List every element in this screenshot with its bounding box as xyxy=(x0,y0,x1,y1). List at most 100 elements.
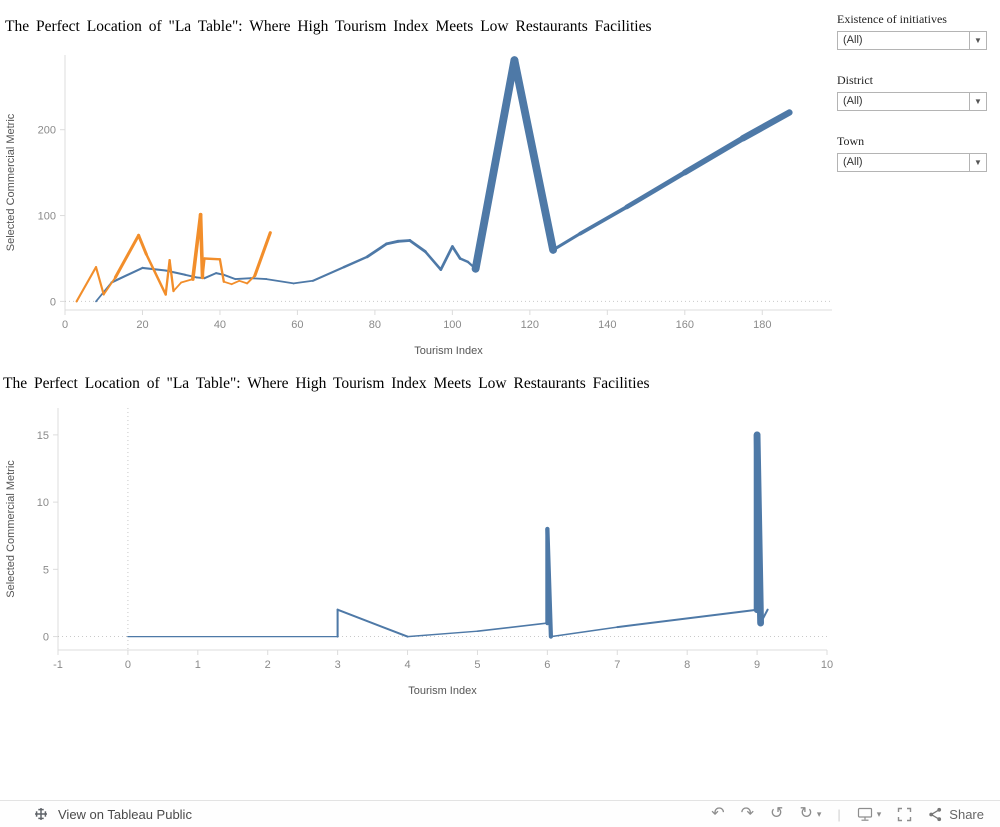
chart2-tourism-vs-metric[interactable]: -1 0 1 2 3 4 5 6 7 8 9 10 0 5 10 15 Tourism Index Selecte… xyxy=(0,398,840,708)
blue-line-segment[interactable] xyxy=(451,245,462,260)
blue-line-segment[interactable] xyxy=(336,608,409,638)
blue-line-segment[interactable] xyxy=(424,250,443,271)
x-tick-label: 8 xyxy=(684,659,690,671)
x-tick-label: 9 xyxy=(754,659,760,671)
existence-of-initiatives-dropdown[interactable]: (All) ▼ xyxy=(837,31,987,50)
filter-label: District xyxy=(837,73,873,87)
blue-line-segment[interactable] xyxy=(759,608,769,625)
blue-line-segment[interactable] xyxy=(439,245,454,271)
toolbar-logo-label: View on Tableau Public xyxy=(58,806,192,822)
orange-line-segment[interactable] xyxy=(137,233,148,256)
orange-line-segment[interactable] xyxy=(145,252,167,296)
y-axis-title: Selected Commercial Metric xyxy=(5,113,17,251)
orange-line-segment[interactable] xyxy=(198,212,205,280)
x-tick-label: 2 xyxy=(265,659,271,671)
blue-line-segment[interactable] xyxy=(624,170,688,210)
filter-town: Town (All) ▼ xyxy=(837,134,987,172)
x-tick-label: 160 xyxy=(676,319,694,331)
x-tick-label: 6 xyxy=(544,659,550,671)
tableau-toolbar: View on Tableau Public ↶ ↷ ↺ ↻ ▾ | ▾ xyxy=(0,800,1000,827)
blue-line-segment[interactable] xyxy=(578,205,629,236)
orange-line-segment[interactable] xyxy=(113,233,141,279)
y-tick-label: 5 xyxy=(43,564,49,576)
x-tick-label: 10 xyxy=(821,659,833,671)
blue-line-segment[interactable] xyxy=(408,239,427,254)
orange-line-segment[interactable] xyxy=(168,259,175,293)
refresh-icon[interactable]: ↻ xyxy=(799,805,813,822)
redo-icon[interactable]: ↷ xyxy=(740,805,755,822)
chevron-down-icon[interactable]: ▼ xyxy=(969,93,986,110)
orange-line-segment[interactable] xyxy=(246,274,256,285)
blue-line-segment[interactable] xyxy=(385,239,400,246)
town-dropdown[interactable]: (All) ▼ xyxy=(837,153,987,172)
blue-line-segment[interactable] xyxy=(311,266,345,282)
blue-line-segment[interactable] xyxy=(458,257,470,264)
blue-line-segment[interactable] xyxy=(234,277,252,281)
x-tick-label: 40 xyxy=(214,319,226,331)
x-tick-label: 80 xyxy=(369,319,381,331)
blue-line-segment[interactable] xyxy=(292,279,314,285)
blue-line-segment[interactable] xyxy=(406,630,479,638)
blue-line-segment[interactable] xyxy=(265,278,295,285)
blue-line-segment[interactable] xyxy=(739,109,793,142)
orange-line-segment[interactable] xyxy=(164,259,171,296)
undo-icon[interactable]: ↶ xyxy=(711,805,725,822)
x-tick-label: 20 xyxy=(136,319,148,331)
x-tick-label: 100 xyxy=(443,319,461,331)
orange-line-segment[interactable] xyxy=(230,279,241,286)
share-button[interactable]: Share xyxy=(928,807,984,822)
x-tick-label: 0 xyxy=(125,659,131,671)
revert-icon[interactable]: ↺ xyxy=(770,805,784,822)
blue-line-segment[interactable] xyxy=(222,273,237,281)
x-axis-title: Tourism Index xyxy=(414,345,483,357)
blue-line-segment[interactable] xyxy=(551,232,582,252)
orange-line-segment[interactable] xyxy=(238,279,248,285)
x-tick-label: 7 xyxy=(614,659,620,671)
blue-line-segment[interactable] xyxy=(510,56,558,254)
x-tick-label: -1 xyxy=(53,659,63,671)
x-tick-label: 120 xyxy=(521,319,539,331)
dropdown-value: (All) xyxy=(843,95,863,107)
orange-line-segment[interactable] xyxy=(222,280,233,286)
blue-line-segment[interactable] xyxy=(365,242,388,259)
y-tick-label: 15 xyxy=(37,430,49,442)
blue-line-segment[interactable] xyxy=(342,255,369,269)
refresh-caret-icon[interactable]: ▾ xyxy=(816,808,822,819)
orange-line-segment[interactable] xyxy=(218,258,225,283)
district-dropdown[interactable]: (All) ▼ xyxy=(837,92,987,111)
chevron-down-icon[interactable]: ▼ xyxy=(969,154,986,171)
blue-line-segment[interactable] xyxy=(203,272,218,280)
y-tick-label: 100 xyxy=(38,211,56,223)
download-icon[interactable] xyxy=(857,807,873,822)
x-tick-label: 0 xyxy=(62,319,68,331)
x-tick-label: 60 xyxy=(291,319,303,331)
orange-line-segment[interactable] xyxy=(201,257,206,279)
orange-line-segment[interactable] xyxy=(203,257,222,261)
orange-line-segment[interactable] xyxy=(102,276,117,296)
y-axis-title: Selected Commercial Metric xyxy=(5,460,17,598)
blue-line-segment[interactable] xyxy=(550,626,619,638)
blue-line-segment[interactable] xyxy=(471,56,519,273)
filter-district: District (All) ▼ xyxy=(837,73,987,111)
fullscreen-icon[interactable] xyxy=(897,807,912,822)
view-on-tableau-public-link[interactable]: View on Tableau Public xyxy=(0,806,192,822)
filter-label: Town xyxy=(837,134,865,148)
blue-line-segment[interactable] xyxy=(753,431,764,627)
blue-line-segment[interactable] xyxy=(110,266,144,284)
orange-line-segment[interactable] xyxy=(172,281,183,292)
orange-line-segment[interactable] xyxy=(180,278,194,284)
x-tick-label: 180 xyxy=(753,319,771,331)
chart1-tourism-vs-metric[interactable]: 0 20 40 60 80 100 120 140 160 180 0 100 200 Tourism I… xyxy=(0,40,840,375)
blue-line-segment[interactable] xyxy=(616,608,759,629)
blue-line-segment[interactable] xyxy=(396,239,412,243)
blue-line-segment[interactable] xyxy=(545,526,554,639)
download-caret-icon[interactable]: ▾ xyxy=(876,808,882,819)
orange-line-segment[interactable] xyxy=(75,266,98,303)
blue-line-segment[interactable] xyxy=(476,622,549,633)
orange-line-segment[interactable] xyxy=(94,266,105,296)
toolbar-actions: ↶ ↷ ↺ ↻ ▾ | ▾ xyxy=(711,806,1000,822)
chevron-down-icon[interactable]: ▼ xyxy=(969,32,986,49)
y-tick-label: 0 xyxy=(43,632,49,644)
blue-line-segment[interactable] xyxy=(681,135,746,176)
orange-line-segment[interactable] xyxy=(253,231,272,278)
